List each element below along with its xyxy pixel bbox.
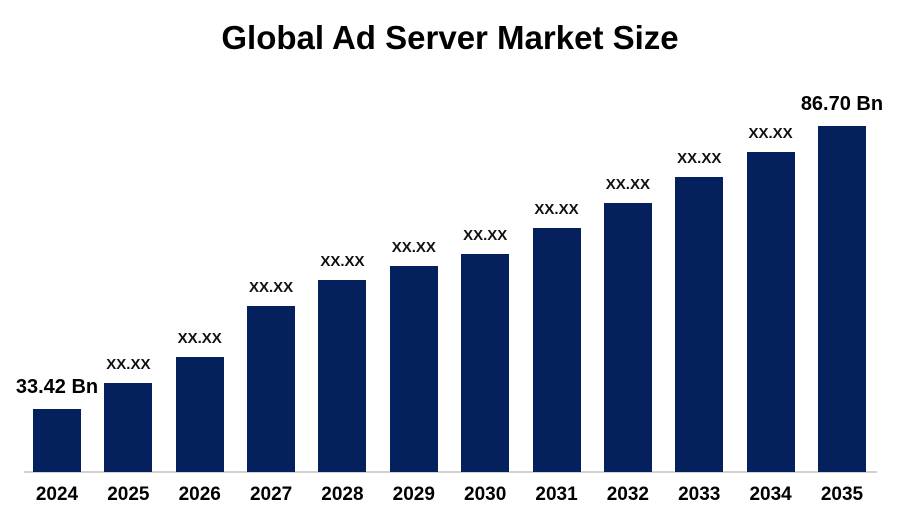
bar-2033 <box>675 177 724 472</box>
bar-value-label-2024: 33.42 Bn <box>15 376 99 398</box>
bar-value-label-2025: XX.XX <box>106 356 151 373</box>
x-axis-label-2029: 2029 <box>392 484 435 505</box>
x-axis-label-2034: 2034 <box>749 484 792 505</box>
bar-value-label-2031: XX.XX <box>534 201 579 218</box>
bar-2032 <box>603 203 652 472</box>
bar-value-label-2027: XX.XX <box>248 279 294 296</box>
x-axis-line <box>24 471 877 473</box>
bar-value-label-2034: XX.XX <box>748 125 793 142</box>
bar-value-label-2032: XX.XX <box>605 176 650 193</box>
x-axis-label-2033: 2033 <box>678 484 721 505</box>
bar-value-label-2035: 86.70 Bn <box>800 93 884 115</box>
x-axis-label-2026: 2026 <box>178 484 221 505</box>
x-axis-label-2024: 2024 <box>35 484 79 505</box>
bar-2027 <box>247 306 296 472</box>
bar-2028 <box>318 280 367 472</box>
x-axis-label-2031: 2031 <box>535 484 578 505</box>
bar-2034 <box>746 152 795 472</box>
x-axis-label-2032: 2032 <box>606 484 650 505</box>
chart-title: Global Ad Server Market Size <box>221 19 679 56</box>
x-axis-label-2025: 2025 <box>107 484 150 505</box>
x-axis-label-2030: 2030 <box>464 484 507 505</box>
bar-2030 <box>461 254 510 472</box>
bar-2025 <box>104 383 153 472</box>
bar-value-label-2030: XX.XX <box>463 227 508 244</box>
bar-value-label-2029: XX.XX <box>391 239 436 256</box>
bar-value-label-2033: XX.XX <box>677 150 722 167</box>
bar-2035 <box>817 126 866 472</box>
x-axis-label-2028: 2028 <box>321 484 364 505</box>
x-axis-label-2027: 2027 <box>249 484 293 505</box>
bar-2024 <box>33 409 81 472</box>
bar-value-label-2026: XX.XX <box>177 330 222 347</box>
bar-2031 <box>532 228 581 472</box>
bar-2029 <box>389 266 438 472</box>
bar-value-label-2028: XX.XX <box>320 253 365 270</box>
bar-2026 <box>175 357 224 472</box>
x-axis-label-2035: 2035 <box>820 484 864 505</box>
